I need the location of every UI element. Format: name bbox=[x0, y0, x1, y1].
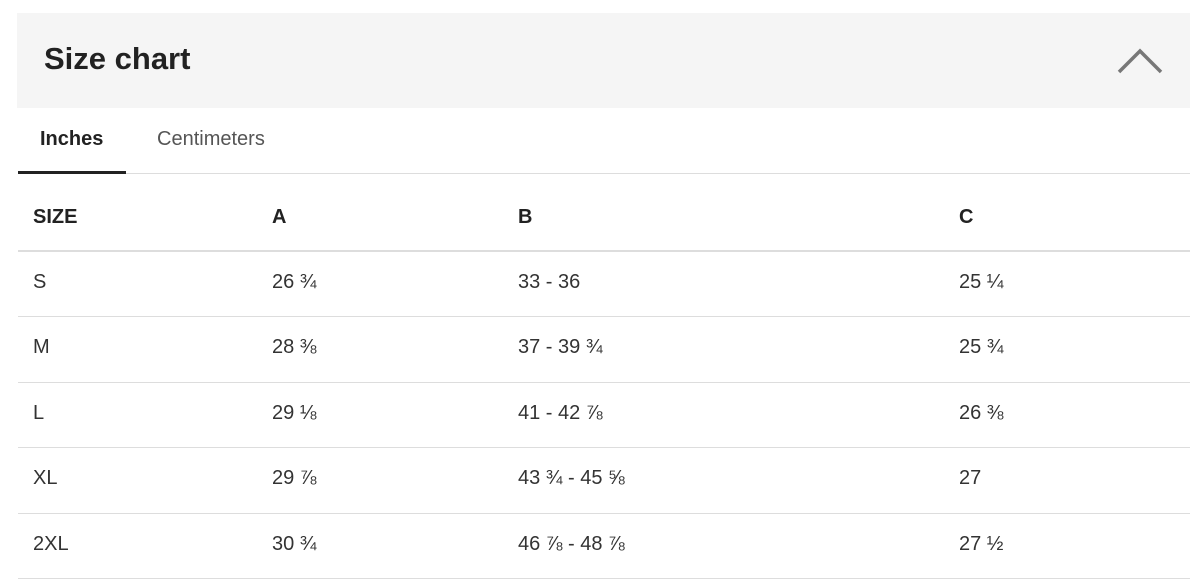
row-rule bbox=[18, 316, 1190, 318]
column-header: A bbox=[272, 206, 287, 228]
column-header: B bbox=[518, 206, 533, 228]
row-rule bbox=[18, 578, 1190, 579]
header-rule bbox=[18, 250, 1190, 252]
table-cell: 43 ¾ - 45 ⅝ bbox=[518, 467, 625, 490]
table-cell: 26 ⅜ bbox=[959, 401, 1004, 424]
chevron-icon bbox=[1117, 48, 1163, 74]
divider bbox=[18, 173, 1190, 174]
table-cell: 28 ⅜ bbox=[272, 336, 317, 359]
table-cell: 29 ⅞ bbox=[272, 467, 317, 490]
table-cell: 37 - 39 ¾ bbox=[518, 336, 603, 359]
table-cell: 25 ¾ bbox=[959, 336, 1004, 359]
header: Size chart bbox=[17, 13, 1190, 108]
row-rule bbox=[18, 512, 1190, 514]
table-cell: 33 - 36 bbox=[518, 271, 581, 293]
table-cell: M bbox=[33, 336, 50, 359]
tab[interactable]: Inches bbox=[40, 128, 104, 150]
table-cell: XL bbox=[33, 467, 58, 490]
table-cell: 27 ½ bbox=[959, 532, 1004, 555]
active-tab-indicator bbox=[18, 171, 126, 174]
table-cell: 29 ⅛ bbox=[272, 401, 317, 424]
table-cell: 26 ¾ bbox=[272, 271, 317, 293]
collapse-button[interactable] bbox=[1116, 46, 1164, 76]
table-cell: 25 ¼ bbox=[959, 271, 1004, 293]
column-header: SIZE bbox=[33, 206, 78, 228]
row-rule bbox=[18, 447, 1190, 449]
row-rule bbox=[18, 381, 1190, 383]
title: Size chart bbox=[44, 41, 191, 76]
table-cell: 41 - 42 ⅞ bbox=[518, 401, 603, 424]
table-cell: 2XL bbox=[33, 532, 69, 555]
column-header: C bbox=[959, 206, 974, 228]
table-cell: L bbox=[33, 401, 45, 424]
table-cell: S bbox=[33, 271, 47, 293]
table-cell: 46 ⅞ - 48 ⅞ bbox=[518, 532, 625, 555]
table-cell: 27 bbox=[959, 467, 982, 490]
tab[interactable]: Centimeters bbox=[157, 128, 265, 150]
table-cell: 30 ¾ bbox=[272, 532, 317, 555]
